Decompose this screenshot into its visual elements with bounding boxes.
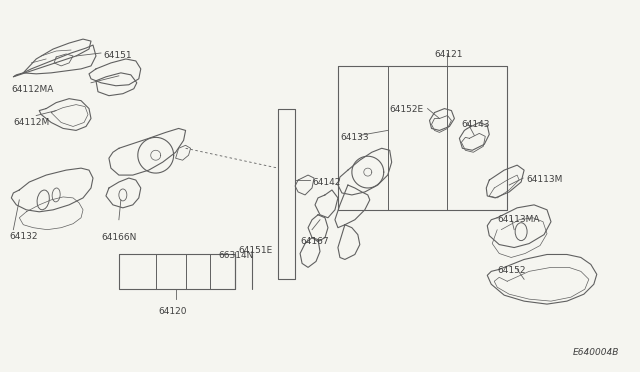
Text: 64142: 64142: [312, 178, 340, 187]
Text: 64112MA: 64112MA: [12, 85, 54, 94]
Text: 64151E: 64151E: [238, 246, 273, 254]
Text: 64152E: 64152E: [390, 105, 424, 113]
Text: 64112M: 64112M: [13, 118, 49, 126]
Text: 64120: 64120: [159, 307, 188, 316]
Text: 64167: 64167: [300, 237, 329, 246]
Text: 64132: 64132: [10, 232, 38, 241]
Text: E640004B: E640004B: [572, 348, 619, 357]
Text: 64152: 64152: [497, 266, 525, 275]
Text: 64151: 64151: [103, 51, 132, 60]
Text: 66314N: 66314N: [218, 250, 254, 260]
Text: 64133: 64133: [340, 134, 369, 142]
Text: 64113MA: 64113MA: [497, 215, 540, 224]
Text: 64143: 64143: [461, 119, 490, 128]
Text: 64113M: 64113M: [526, 175, 563, 184]
Text: 64166N: 64166N: [101, 232, 136, 242]
Text: 64121: 64121: [435, 50, 463, 59]
